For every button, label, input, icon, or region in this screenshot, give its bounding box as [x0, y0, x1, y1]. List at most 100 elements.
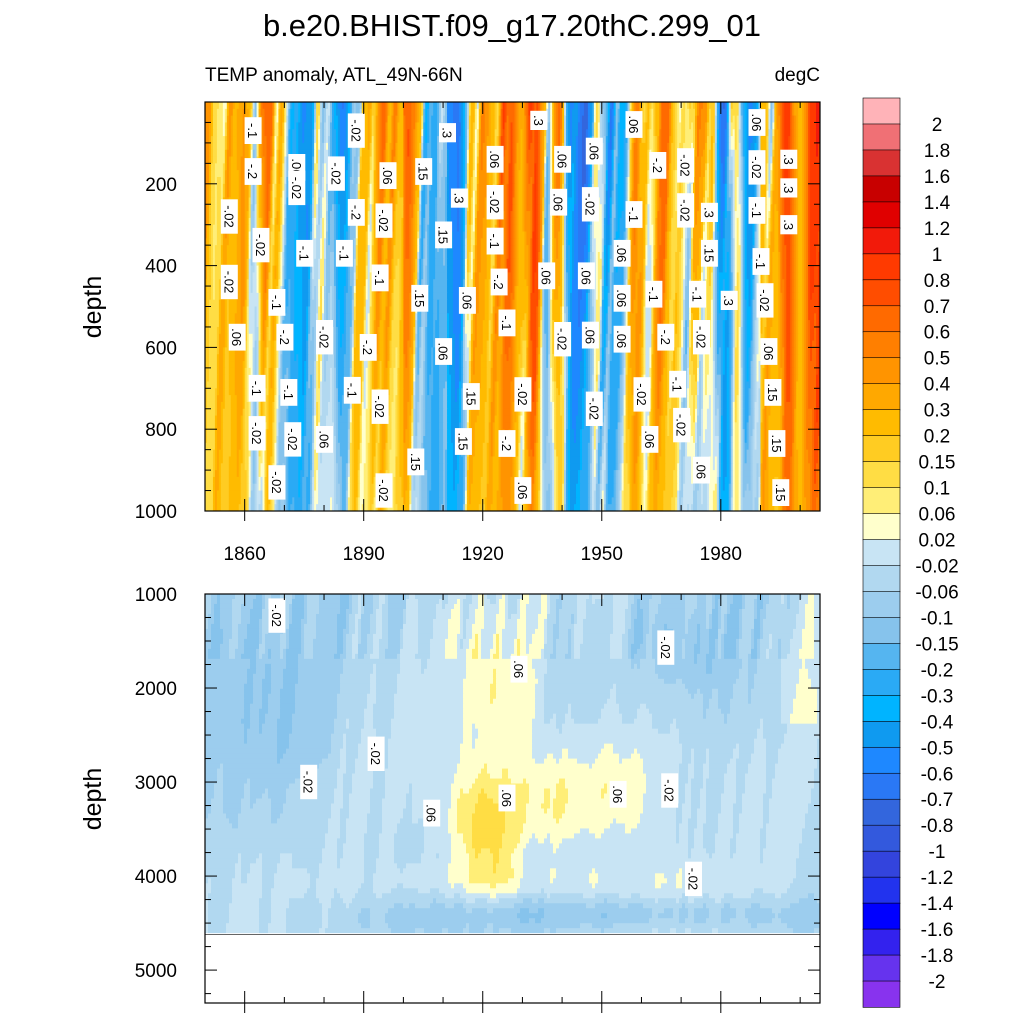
contour-cell — [804, 129, 807, 137]
contour-cell — [734, 197, 738, 205]
contour-cell — [691, 142, 694, 151]
contour-cell — [284, 149, 287, 158]
contour-cell — [544, 129, 547, 137]
contour-cell — [421, 115, 424, 124]
contour-cell — [494, 136, 498, 144]
contour-cell — [607, 190, 611, 199]
contour-cell — [443, 142, 448, 151]
contour-cell — [714, 197, 718, 205]
contour-cell — [746, 136, 750, 144]
contour-cell — [526, 176, 529, 185]
contour-cell — [375, 156, 379, 164]
contour-cell — [639, 170, 649, 178]
contour-cell — [260, 163, 264, 171]
contour-cell — [462, 102, 466, 110]
contour-cell — [575, 149, 579, 158]
contour-cell — [371, 217, 375, 226]
contour-cell — [470, 224, 474, 233]
contour-cell — [556, 122, 559, 130]
contour-cell — [524, 163, 527, 171]
contour-cell — [367, 142, 371, 151]
contour-cell — [770, 211, 773, 219]
contour-cell — [488, 176, 494, 185]
contour-cell — [409, 149, 412, 158]
contour-cell — [240, 204, 246, 212]
contour-cell — [552, 156, 555, 164]
contour-cell — [500, 108, 504, 117]
contour-cell — [673, 204, 676, 212]
contour-cell — [278, 115, 281, 124]
contour-cell — [726, 183, 730, 192]
contour-cell — [447, 149, 450, 158]
contour-cell — [480, 136, 486, 144]
contour-cell — [462, 183, 466, 192]
contour-cell — [605, 170, 609, 178]
contour-cell — [472, 190, 476, 199]
contour-cell — [379, 115, 383, 124]
contour-cell — [564, 217, 567, 226]
contour-cell — [704, 136, 708, 144]
contour-cell — [413, 156, 416, 164]
contour-cell — [564, 122, 567, 130]
contour-cell — [403, 163, 406, 171]
contour-cell — [460, 183, 464, 192]
contour-cell — [288, 115, 291, 124]
contour-cell — [806, 136, 809, 144]
contour-cell — [437, 163, 440, 171]
contour-cell — [760, 183, 768, 192]
contour-cell — [796, 183, 799, 192]
contour-cell — [232, 149, 238, 158]
contour-cell — [572, 122, 579, 130]
contour-cell — [798, 183, 803, 192]
contour-cell — [415, 129, 418, 137]
contour-cell — [619, 156, 625, 164]
contour-cell — [403, 136, 406, 144]
contour-cell — [643, 115, 647, 124]
contour-cell — [540, 149, 543, 158]
contour-cell — [470, 183, 474, 192]
contour-cell — [667, 217, 670, 226]
contour-cell — [574, 211, 579, 219]
contour-cell — [272, 122, 276, 130]
contour-cell — [732, 176, 736, 185]
contour-cell — [268, 217, 272, 226]
contour-cell — [659, 176, 668, 185]
contour-cell — [702, 231, 708, 239]
contour-cell — [524, 204, 527, 212]
contour-cell — [802, 149, 805, 158]
contour-cell — [437, 190, 440, 199]
contour-cell — [431, 170, 438, 178]
contour-cell — [617, 217, 621, 226]
contour-cell — [712, 136, 716, 144]
contour-cell — [282, 163, 285, 171]
contour-cell — [790, 108, 793, 117]
contour-cell — [230, 136, 234, 144]
contour-cell — [570, 102, 575, 110]
contour-cell — [220, 231, 224, 239]
contour-cell — [526, 115, 529, 124]
contour-cell — [518, 170, 524, 178]
contour-cell — [806, 108, 809, 117]
contour-cell — [794, 142, 797, 151]
contour-cell — [788, 136, 791, 144]
contour-cell — [500, 176, 504, 185]
contour-cell — [651, 190, 654, 199]
contour-cell — [740, 142, 744, 151]
contour-cell — [244, 211, 248, 219]
contour-cell — [732, 211, 736, 219]
contour-cell — [734, 149, 740, 158]
contour-cell — [214, 190, 218, 199]
contour-cell — [661, 211, 666, 219]
contour-cell — [760, 190, 768, 199]
contour-cell — [657, 211, 662, 219]
contour-cell — [661, 122, 670, 130]
contour-cell — [744, 142, 748, 151]
contour-cell — [673, 115, 676, 124]
contour-cell — [550, 217, 553, 226]
contour-cell — [240, 156, 246, 164]
contour-cell — [230, 176, 240, 185]
contour-cell — [320, 136, 323, 144]
contour-cell — [417, 211, 420, 219]
contour-cell — [558, 115, 561, 124]
contour-cell — [589, 170, 593, 178]
